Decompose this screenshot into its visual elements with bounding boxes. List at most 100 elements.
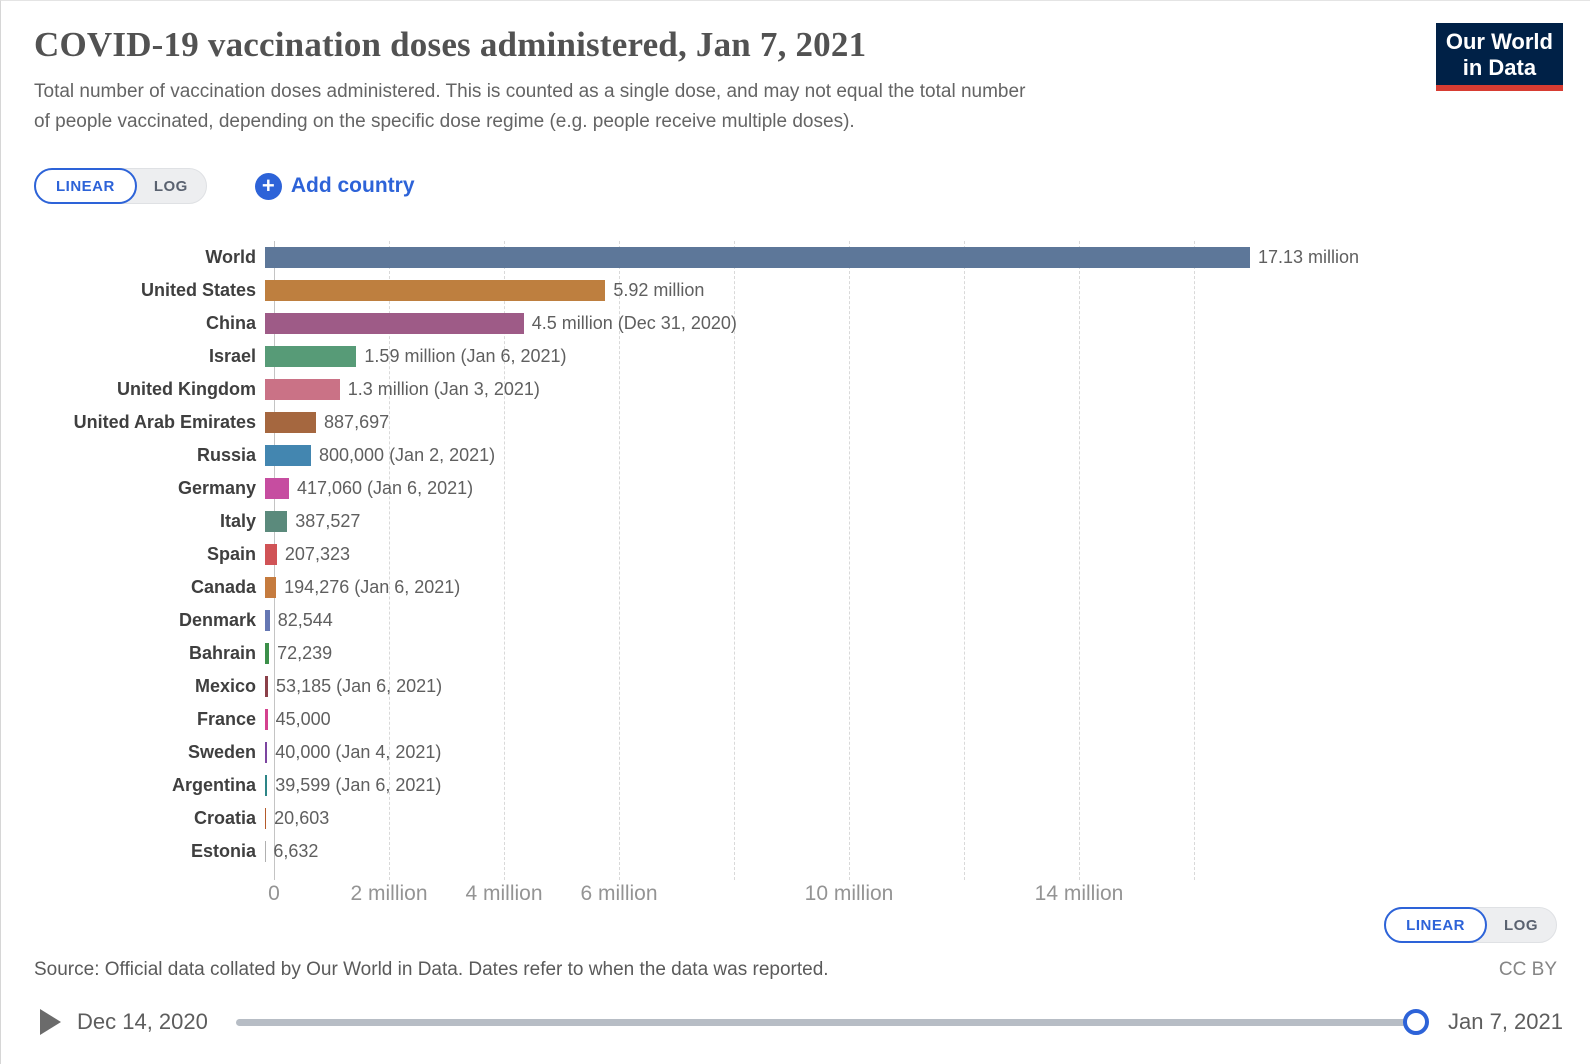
bar[interactable] [265,346,357,367]
country-label[interactable]: Russia [196,445,256,465]
timeline-start-date: Dec 14, 2020 [77,1009,208,1034]
bar[interactable] [265,643,270,664]
bar-value-label: 387,527 [295,511,361,531]
bar-cell: 20,603 [265,808,1559,829]
bar[interactable] [265,709,268,730]
country-label[interactable]: United States [140,280,256,300]
country-label[interactable]: World [205,247,256,267]
bar-row: Argentina 39,599 (Jan 6, 2021) [34,769,1559,802]
license-link[interactable]: CC BY [1498,959,1557,980]
bar-cell: 1.3 million (Jan 3, 2021) [265,379,1559,400]
bar-row: Israel 1.59 million (Jan 6, 2021) [34,340,1559,373]
country-label[interactable]: Mexico [194,676,256,696]
bar-value-label: 53,185 (Jan 6, 2021) [276,676,443,696]
bar-row: Denmark 82,544 [34,604,1559,637]
country-label[interactable]: Denmark [178,610,256,630]
bar-cell: 72,239 [265,643,1559,664]
x-axis-tick: 10 million [804,882,894,905]
bar-row: France 45,000 [34,703,1559,736]
bar-value-label: 1.3 million (Jan 3, 2021) [347,379,540,399]
bar-value-label: 39,599 (Jan 6, 2021) [275,775,442,795]
bar-row: Germany 417,060 (Jan 6, 2021) [34,472,1559,505]
country-label[interactable]: Spain [206,544,256,564]
bar-cell: 40,000 (Jan 4, 2021) [265,742,1559,763]
bar-row: Mexico 53,185 (Jan 6, 2021) [34,670,1559,703]
bar-value-label: 40,000 (Jan 4, 2021) [275,742,442,762]
bar-value-label: 194,276 (Jan 6, 2021) [284,577,461,597]
country-label[interactable]: United Arab Emirates [73,412,256,432]
timeline-handle[interactable] [1403,1009,1430,1035]
bar[interactable] [265,742,268,763]
bar[interactable] [265,775,268,796]
bar[interactable] [265,808,267,829]
bar-row: Croatia 20,603 [34,802,1559,835]
country-label[interactable]: Croatia [193,808,256,828]
bar-row: Sweden 40,000 (Jan 4, 2021) [34,736,1559,769]
bar[interactable] [265,478,289,499]
bar-cell: 45,000 [265,709,1559,730]
linear-button-top[interactable]: LINEAR [34,168,137,204]
country-label[interactable]: Bahrain [188,643,256,663]
bar-cell: 17.13 million [265,247,1559,268]
bar[interactable] [265,610,270,631]
bar[interactable] [265,445,311,466]
bar[interactable] [265,247,1250,268]
bar-cell: 82,544 [265,610,1559,631]
country-label[interactable]: Israel [208,346,256,366]
x-axis-tick: 2 million [350,882,428,905]
timeline-end-date: Jan 7, 2021 [1448,1009,1563,1034]
country-label[interactable]: Italy [219,511,256,531]
timeline-track-wrap [235,1009,1430,1035]
bar-cell: 207,323 [265,544,1559,565]
bar[interactable] [265,412,317,433]
bar[interactable] [265,511,288,532]
play-button[interactable] [39,1009,61,1035]
bar[interactable] [265,379,340,400]
bar-row: United Arab Emirates 887,697 [34,406,1559,439]
bar[interactable] [265,544,277,565]
log-button-top[interactable]: LOG [153,177,188,195]
owid-logo-line-1: Our World [1445,29,1553,54]
country-label[interactable]: Germany [177,478,256,498]
add-country-button[interactable]: + Add country [254,172,415,200]
scale-toggle-bottom: LINEAR LOG [1384,907,1557,943]
bar[interactable] [265,577,277,598]
country-label[interactable]: Canada [190,577,256,597]
bar-value-label: 800,000 (Jan 2, 2021) [319,445,496,465]
chart-subtitle: Total number of vaccination doses admini… [34,77,1025,137]
bar-cell: 53,185 (Jan 6, 2021) [265,676,1559,697]
scale-toggle-top: LINEAR LOG [34,168,207,204]
linear-button-bottom[interactable]: LINEAR [1384,907,1487,943]
bar-cell: 4.5 million (Dec 31, 2020) [265,313,1559,334]
bar[interactable] [265,280,606,301]
log-button-bottom[interactable]: LOG [1504,916,1538,934]
subtitle-line-2: of people vaccinated, depending on the s… [34,111,855,132]
country-label[interactable]: Estonia [190,841,256,861]
country-label[interactable]: China [205,313,256,333]
bar-value-label: 4.5 million (Dec 31, 2020) [531,313,737,333]
bar[interactable] [265,313,524,334]
bar-cell: 6,632 [265,841,1559,862]
bar[interactable] [265,676,269,697]
x-axis-tick: 6 million [580,882,658,905]
x-axis: 0 2 million 4 million 6 million 10 million 14… [268,882,1559,908]
country-label[interactable]: Argentina [171,775,256,795]
timeline-slider: Dec 14, 2020 Jan 7, 2021 [34,999,1563,1045]
subtitle-line-1: Total number of vaccination doses admini… [34,81,1026,102]
source-row: Source: Official data collated by Our Wo… [34,959,1557,981]
bar-cell: 39,599 (Jan 6, 2021) [265,775,1559,796]
bar-value-label: 45,000 [275,709,331,729]
play-icon [40,1009,61,1035]
country-label[interactable]: Sweden [187,742,256,762]
plus-icon: + [254,172,282,200]
owid-logo[interactable]: Our World in Data [1435,23,1563,91]
bar-value-label: 6,632 [273,841,319,861]
country-label[interactable]: United Kingdom [117,379,256,399]
source-text: Source: Official data collated by Our Wo… [34,959,829,980]
country-label[interactable]: France [196,709,256,729]
owid-logo-line-2: in Data [1462,55,1537,80]
bar-row: Russia 800,000 (Jan 2, 2021) [34,439,1559,472]
bar-row: Spain 207,323 [34,538,1559,571]
bar-cell: 417,060 (Jan 6, 2021) [265,478,1559,499]
timeline-track[interactable] [235,1018,1417,1026]
